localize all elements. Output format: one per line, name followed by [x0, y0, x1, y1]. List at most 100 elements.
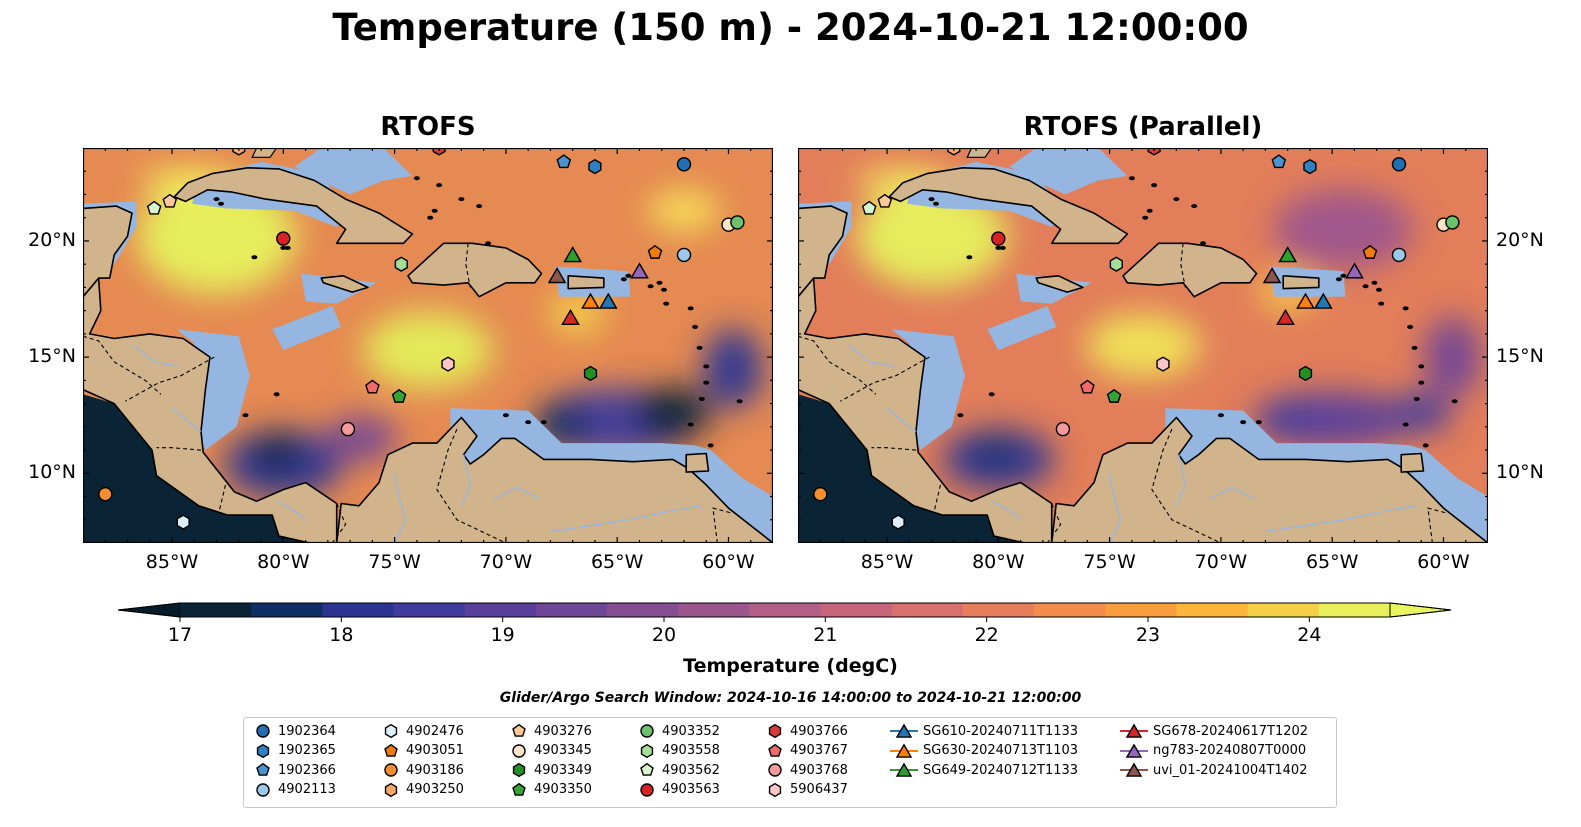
colorbar-swatch: [607, 603, 679, 617]
station-SG649-20240712T1133[interactable]: [1278, 246, 1298, 263]
map-panel-rtofs-parallel[interactable]: [797, 147, 1489, 544]
legend-marker[interactable]: [384, 723, 398, 739]
colorbar-label: Temperature (degC): [683, 655, 898, 677]
station-1902364[interactable]: [676, 157, 692, 172]
legend-marker[interactable]: [768, 782, 782, 797]
station-4903051[interactable]: [1362, 244, 1378, 259]
legend-marker[interactable]: [1125, 742, 1143, 758]
station-4903276[interactable]: [162, 193, 178, 208]
legend-marker[interactable]: [1125, 762, 1143, 777]
station-4903051[interactable]: [647, 244, 663, 259]
station-4903766[interactable]: [432, 148, 446, 156]
pacific-field: [83, 394, 310, 543]
station-SG678-20240617T1202[interactable]: [1276, 308, 1295, 325]
station-4902476[interactable]: [176, 514, 190, 530]
station-4903250[interactable]: [947, 148, 961, 156]
legend-label: 4903276: [534, 723, 592, 739]
legend-marker[interactable]: [640, 762, 654, 776]
station-4903350[interactable]: [1106, 388, 1122, 403]
station-4903768[interactable]: [1055, 421, 1071, 437]
legend-marker[interactable]: [768, 723, 782, 739]
station-4903350[interactable]: [391, 388, 407, 403]
station-4903563[interactable]: [276, 231, 291, 246]
legend-marker[interactable]: [895, 723, 913, 738]
station-4903767[interactable]: [1080, 379, 1095, 394]
triangle-marker-icon: [890, 742, 918, 758]
legend-marker[interactable]: [895, 762, 913, 777]
legend-marker[interactable]: [768, 743, 782, 757]
station-uvi_01-20241004T1402[interactable]: [1262, 267, 1282, 284]
legend-marker[interactable]: [640, 782, 654, 797]
legend-item: SG649-20240712T1133: [889, 761, 1078, 779]
station-1902366[interactable]: [1271, 154, 1287, 169]
station-4903766[interactable]: [1147, 148, 1161, 156]
legend-label: 1902366: [278, 762, 336, 778]
legend-marker[interactable]: [384, 782, 398, 797]
station-SG610-20240711T1133[interactable]: [1313, 292, 1333, 309]
station-uvi_01-20241004T1402[interactable]: [547, 267, 567, 284]
station-SG649-20240712T1133[interactable]: [563, 246, 583, 263]
land-jamaica: [320, 275, 369, 293]
legend-marker[interactable]: [256, 762, 270, 776]
station-4903250[interactable]: [232, 148, 246, 156]
station-1902365[interactable]: [588, 158, 602, 175]
legend-marker[interactable]: [895, 742, 913, 758]
legend-item: uvi_01-20241004T1402: [1119, 761, 1307, 779]
main-title: Temperature (150 m) - 2024-10-21 12:00:0…: [332, 6, 1249, 49]
legend-marker[interactable]: [384, 763, 398, 777]
legend-marker[interactable]: [256, 724, 270, 738]
station-1902365[interactable]: [1303, 158, 1317, 175]
station-4903276[interactable]: [877, 193, 893, 208]
legend-marker[interactable]: [384, 743, 398, 757]
station-1902364[interactable]: [1391, 157, 1407, 172]
legend-marker[interactable]: [768, 763, 782, 777]
colorbar-swatch: [464, 603, 537, 617]
station-4902113[interactable]: [1391, 247, 1407, 263]
station-SG630-20240713T1103[interactable]: [581, 292, 600, 309]
legend-marker[interactable]: [256, 782, 270, 797]
station-ng783-20240807T0000[interactable]: [630, 262, 649, 279]
station-4903349[interactable]: [583, 365, 598, 382]
station-4902476[interactable]: [891, 514, 905, 530]
station-4903768[interactable]: [340, 421, 356, 437]
legend-marker[interactable]: [256, 743, 270, 758]
legend-marker[interactable]: [640, 724, 654, 738]
station-SG678-20240617T1202[interactable]: [561, 308, 580, 325]
station-1902366[interactable]: [556, 154, 572, 169]
station-5906437[interactable]: [441, 356, 455, 372]
circle-marker-icon: [640, 782, 654, 797]
station-SG610-20240711T1133[interactable]: [598, 292, 618, 309]
station-4903186[interactable]: [98, 487, 113, 502]
colorbar-swatch: [749, 603, 822, 617]
legend-item: 4903051: [380, 742, 464, 760]
legend-marker[interactable]: [512, 723, 526, 737]
station-4903186[interactable]: [813, 487, 828, 502]
legend-label: 4903186: [406, 762, 464, 778]
station-4903562[interactable]: [146, 200, 162, 215]
station-4903563[interactable]: [991, 231, 1006, 246]
legend-marker[interactable]: [1125, 723, 1143, 738]
station-4903349[interactable]: [1298, 365, 1313, 382]
legend-marker[interactable]: [640, 743, 654, 758]
station-SG630-20240713T1103[interactable]: [1296, 292, 1315, 309]
map-frame: [82, 147, 774, 544]
station-4903352[interactable]: [730, 215, 745, 230]
station-4903767[interactable]: [365, 379, 380, 394]
legend-item: 4903250: [380, 781, 464, 799]
station-4902113[interactable]: [676, 247, 692, 263]
station-4903558[interactable]: [394, 256, 408, 272]
legend-marker[interactable]: [512, 743, 526, 758]
land-puertorico: [1282, 275, 1320, 290]
station-4903352[interactable]: [1445, 215, 1460, 230]
colorbar-swatch: [891, 603, 964, 617]
legend-marker[interactable]: [512, 782, 526, 796]
station-5906437[interactable]: [1156, 356, 1170, 372]
triangle-marker-icon: [890, 723, 918, 738]
map-panel-rtofs[interactable]: [82, 147, 774, 544]
station-4903558[interactable]: [1109, 256, 1123, 272]
station-4903562[interactable]: [861, 200, 877, 215]
station-ng783-20240807T0000[interactable]: [1345, 262, 1364, 279]
colorbar-tick-label: 21: [813, 624, 837, 646]
legend-label: 4903562: [662, 762, 720, 778]
legend-marker[interactable]: [512, 762, 526, 778]
